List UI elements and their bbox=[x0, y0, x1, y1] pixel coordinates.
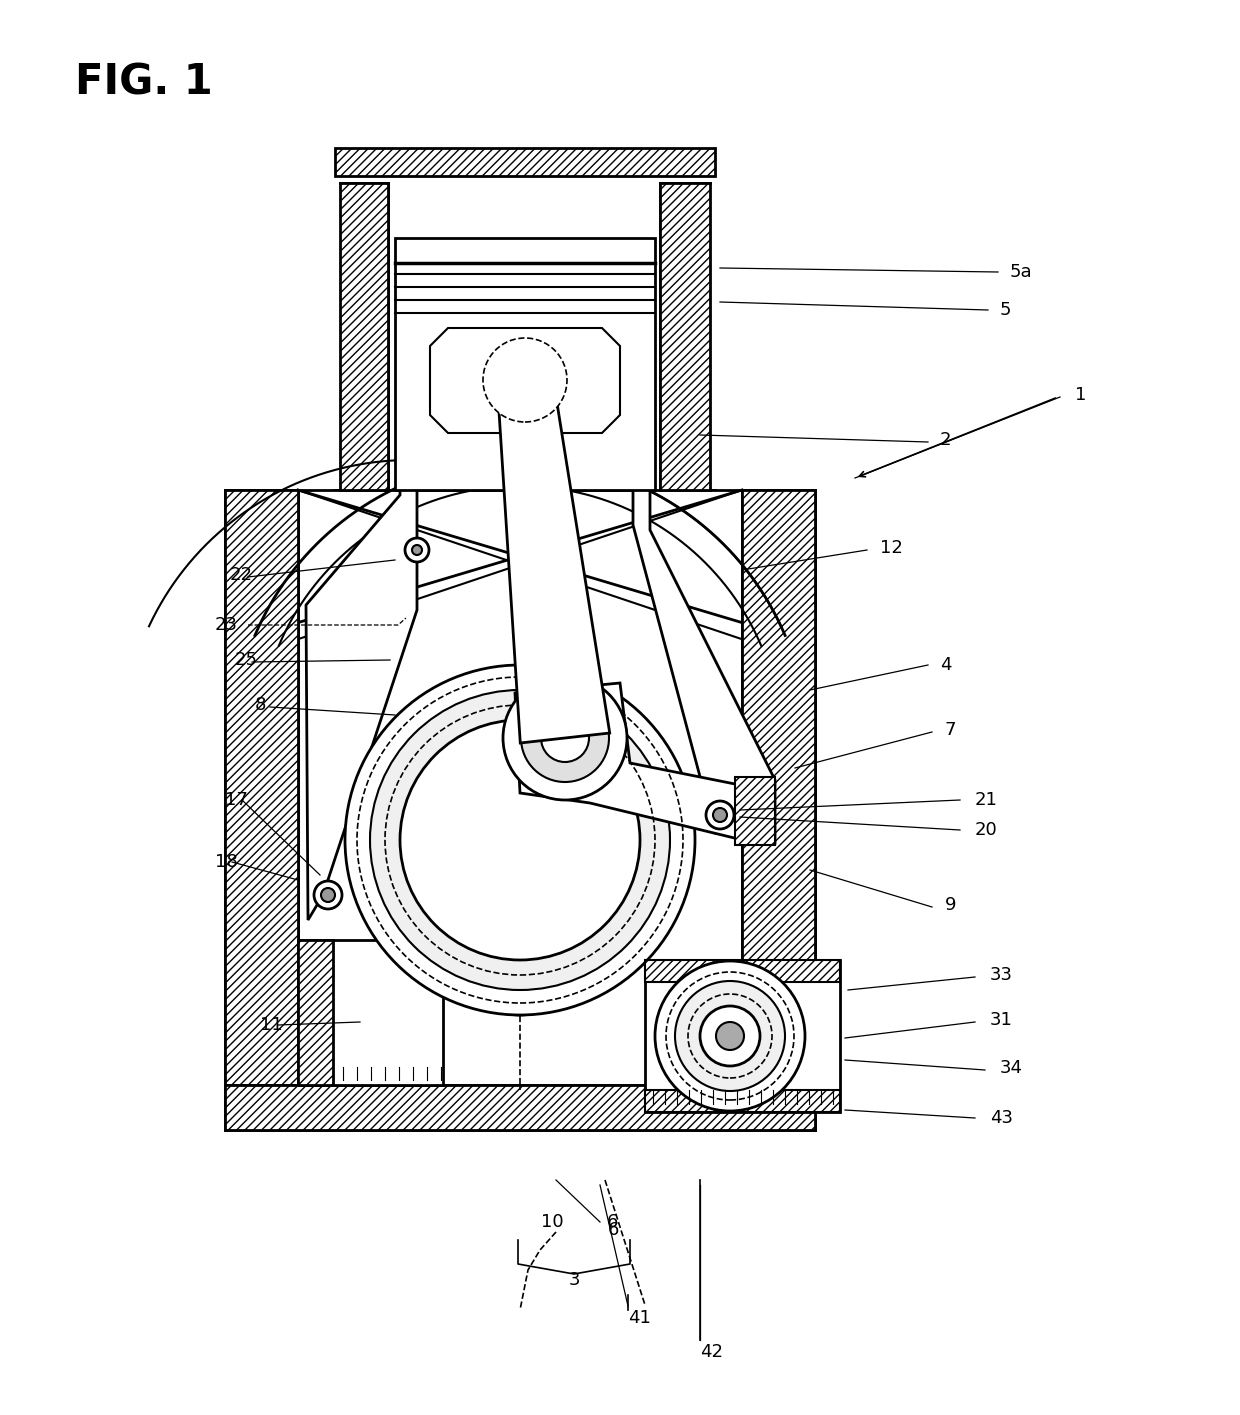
Circle shape bbox=[314, 882, 342, 908]
Text: 34: 34 bbox=[999, 1058, 1023, 1077]
Bar bbox=[645, 959, 839, 982]
Circle shape bbox=[484, 338, 567, 422]
Bar bbox=[224, 1085, 815, 1131]
Text: 31: 31 bbox=[990, 1010, 1013, 1029]
Circle shape bbox=[405, 538, 429, 562]
Circle shape bbox=[701, 1006, 760, 1065]
Bar bbox=[645, 1090, 839, 1112]
Circle shape bbox=[517, 372, 533, 388]
Text: 18: 18 bbox=[215, 853, 238, 872]
Text: 33: 33 bbox=[990, 966, 1013, 983]
Polygon shape bbox=[306, 485, 417, 920]
Polygon shape bbox=[632, 485, 775, 843]
Text: 20: 20 bbox=[975, 821, 998, 839]
Circle shape bbox=[465, 906, 575, 1015]
Text: 5: 5 bbox=[999, 301, 1012, 318]
Bar bbox=[335, 149, 715, 175]
Text: 43: 43 bbox=[990, 1109, 1013, 1126]
Circle shape bbox=[482, 923, 558, 998]
Polygon shape bbox=[396, 238, 655, 490]
Circle shape bbox=[503, 676, 627, 799]
Text: 4: 4 bbox=[940, 657, 951, 674]
Polygon shape bbox=[430, 328, 620, 433]
Text: 12: 12 bbox=[880, 539, 903, 558]
Polygon shape bbox=[298, 940, 443, 1085]
Text: 21: 21 bbox=[975, 791, 998, 809]
Polygon shape bbox=[645, 959, 839, 1112]
Text: 1: 1 bbox=[1075, 386, 1086, 405]
Circle shape bbox=[321, 889, 335, 901]
Circle shape bbox=[494, 348, 557, 412]
Text: 6: 6 bbox=[608, 1221, 619, 1240]
Text: 5a: 5a bbox=[1011, 263, 1033, 282]
Polygon shape bbox=[497, 376, 610, 743]
Circle shape bbox=[655, 961, 805, 1111]
Text: 22: 22 bbox=[229, 566, 253, 584]
Bar bbox=[660, 183, 711, 490]
Circle shape bbox=[370, 691, 670, 990]
Bar bbox=[742, 490, 815, 1085]
Text: 3: 3 bbox=[568, 1271, 580, 1289]
Polygon shape bbox=[735, 777, 775, 845]
Circle shape bbox=[401, 720, 640, 959]
Text: 10: 10 bbox=[541, 1213, 563, 1231]
Text: FIG. 1: FIG. 1 bbox=[74, 61, 213, 103]
Text: 42: 42 bbox=[701, 1343, 723, 1361]
Circle shape bbox=[521, 693, 609, 782]
Circle shape bbox=[541, 715, 589, 763]
Text: 6: 6 bbox=[606, 1213, 618, 1231]
Polygon shape bbox=[515, 683, 755, 843]
Circle shape bbox=[715, 1022, 744, 1050]
Bar bbox=[298, 490, 742, 1085]
Bar bbox=[340, 183, 388, 490]
Circle shape bbox=[505, 359, 546, 400]
Circle shape bbox=[706, 801, 734, 829]
Text: 25: 25 bbox=[236, 651, 258, 669]
Text: 23: 23 bbox=[215, 616, 238, 634]
Text: 2: 2 bbox=[940, 432, 951, 449]
Text: 9: 9 bbox=[945, 896, 956, 914]
Circle shape bbox=[713, 808, 727, 822]
Circle shape bbox=[675, 981, 785, 1091]
Text: 41: 41 bbox=[627, 1309, 651, 1327]
Text: 11: 11 bbox=[260, 1016, 283, 1034]
Text: 8: 8 bbox=[255, 696, 267, 715]
Text: 7: 7 bbox=[945, 722, 956, 739]
Text: 17: 17 bbox=[224, 791, 248, 809]
Polygon shape bbox=[298, 940, 334, 1085]
Circle shape bbox=[345, 665, 694, 1015]
Circle shape bbox=[412, 545, 422, 555]
Bar bbox=[224, 490, 298, 1085]
